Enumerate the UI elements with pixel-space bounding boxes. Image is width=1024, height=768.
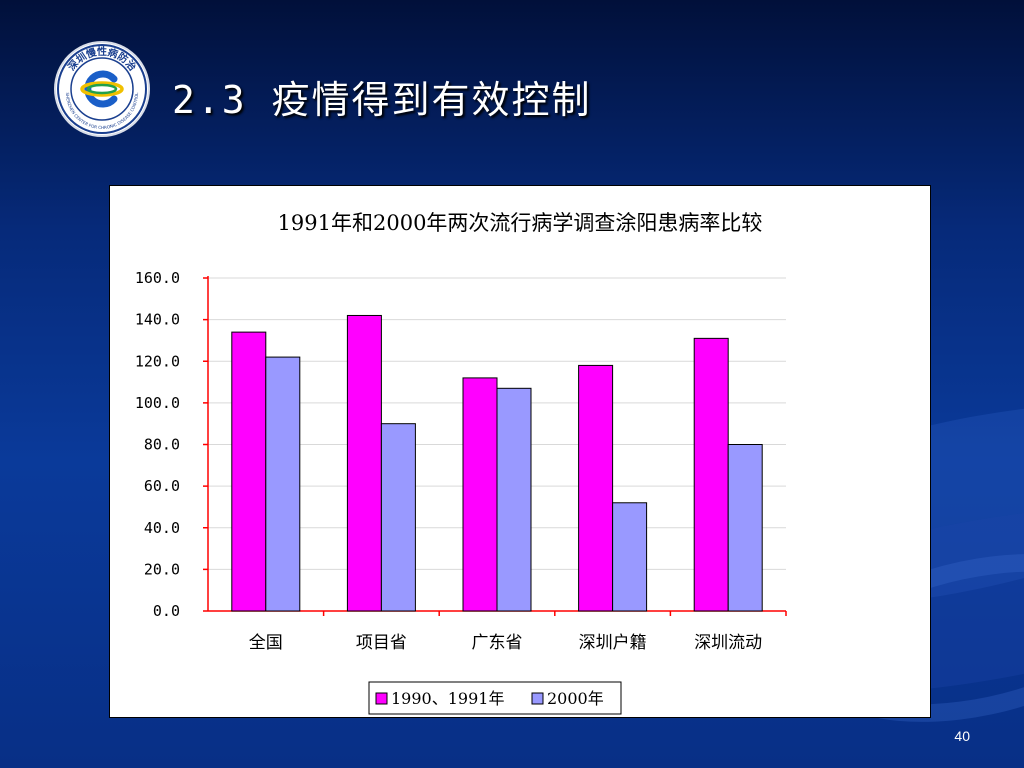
bar-series-1990: [462, 377, 498, 612]
bar-chart: 1991年和2000年两次流行病学调查涂阳患病率比较 0.0 20.0 40.0 60.…: [135, 211, 787, 715]
y-tick-label: 100.0: [135, 394, 180, 412]
x-tick-label: 全国: [249, 633, 283, 653]
bar-series-1990: [578, 364, 614, 612]
bar-series-2000: [727, 444, 763, 612]
y-tick-label: 140.0: [135, 311, 180, 329]
y-tick-label: 0.0: [153, 602, 180, 620]
bar-series-2000: [496, 387, 532, 612]
organization-logo: 深圳慢性病防治 SHENZHEN CENTER FOR CHRONIC DISE…: [56, 43, 148, 135]
x-tick-label: 深圳户籍: [579, 633, 647, 653]
y-tick-label: 60.0: [144, 477, 180, 495]
y-tick-label: 20.0: [144, 560, 180, 578]
legend-swatch: [375, 692, 388, 705]
bar-series-1990: [693, 337, 729, 612]
legend-label: 1990、1991年: [391, 689, 504, 708]
y-tick-label: 80.0: [144, 436, 180, 454]
y-tick-label: 40.0: [144, 519, 180, 537]
legend-label: 2000年: [547, 689, 604, 708]
bar-series-1990: [231, 331, 267, 612]
x-tick-label: 项目省: [356, 633, 407, 653]
slide-title: 2.3 疫情得到有效控制: [172, 78, 592, 122]
chart-title: 1991年和2000年两次流行病学调查涂阳患病率比较: [278, 211, 763, 235]
chart-area: 1991年和2000年两次流行病学调查涂阳患病率比较 0.0 20.0 40.0 60.…: [109, 185, 931, 718]
y-tick-label: 160.0: [135, 269, 180, 287]
page-number: 40: [954, 728, 970, 744]
legend-box: [368, 681, 622, 715]
bar-series-1990: [346, 314, 382, 612]
legend-swatch: [531, 692, 544, 705]
bar-series-2000: [265, 356, 301, 612]
bar-series-2000: [380, 423, 416, 612]
x-tick-label: 广东省: [472, 633, 523, 653]
bar-series-2000: [612, 502, 648, 612]
x-tick-label: 深圳流动: [694, 633, 762, 653]
y-tick-label: 120.0: [135, 352, 180, 370]
